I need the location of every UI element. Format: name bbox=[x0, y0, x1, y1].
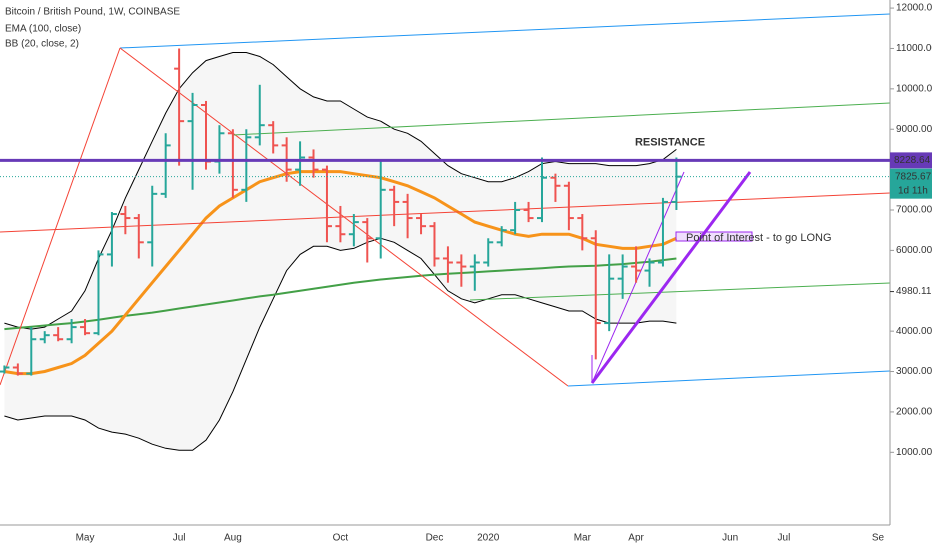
x-tick-label: Mar bbox=[574, 533, 592, 544]
x-tick-label: May bbox=[76, 533, 95, 544]
note-label: Point of Interest - to go LONG bbox=[686, 232, 832, 244]
y-tick-label: 9000.00 bbox=[896, 124, 932, 135]
y-tick-label: 11000.00 bbox=[896, 43, 932, 54]
price-tag-label: 8228.64 bbox=[894, 155, 931, 166]
y-tick-label: 12000.00 bbox=[896, 3, 932, 14]
x-tick-label: Aug bbox=[224, 533, 242, 544]
x-tick-label: Oct bbox=[333, 533, 349, 544]
support-line bbox=[590, 171, 752, 384]
resistance-label: RESISTANCE bbox=[635, 136, 705, 148]
x-tick-label: Dec bbox=[426, 533, 444, 544]
x-tick-label: Jul bbox=[173, 533, 186, 544]
y-tick-label: 2000.00 bbox=[896, 407, 932, 418]
chart-title: Bitcoin / British Pound, 1W, COINBASE bbox=[5, 7, 180, 18]
support-line bbox=[591, 171, 685, 384]
y-tick-label: 6000.00 bbox=[896, 245, 932, 256]
price-tag bbox=[890, 152, 932, 169]
price-tag-label: 7825.67 bbox=[895, 171, 932, 182]
basis-line bbox=[4, 170, 678, 376]
x-tick-label: Apr bbox=[628, 533, 644, 544]
x-tick-label: 2020 bbox=[477, 533, 500, 544]
x-tick-label: Se bbox=[872, 533, 885, 544]
y-tick-label: 4000.00 bbox=[896, 326, 932, 337]
x-tick-label: Jun bbox=[722, 533, 738, 544]
indicators bbox=[4, 52, 678, 451]
trend-line bbox=[0, 192, 891, 233]
band-fill bbox=[4, 53, 676, 451]
trend-line bbox=[567, 370, 891, 387]
band-line bbox=[4, 237, 677, 451]
ema-line bbox=[4, 257, 677, 331]
price-line-label: 4980.11 bbox=[896, 286, 932, 297]
price-tag bbox=[890, 168, 932, 199]
x-tick-label: Jul bbox=[778, 533, 791, 544]
band-line bbox=[4, 52, 677, 330]
y-tick-label: 3000.00 bbox=[896, 366, 932, 377]
trend-line bbox=[119, 13, 891, 49]
trend-line bbox=[469, 282, 891, 301]
legend-entry: BB (20, close, 2) bbox=[5, 39, 79, 50]
y-tick-label: 7000.00 bbox=[896, 205, 932, 216]
y-tick-label: 1000.00 bbox=[896, 447, 932, 458]
countdown-label: 1d 11h bbox=[898, 185, 928, 196]
trend-line bbox=[232, 102, 891, 136]
y-tick-label: 10000.00 bbox=[896, 83, 932, 94]
note-box bbox=[675, 231, 753, 242]
trend-line bbox=[0, 47, 121, 386]
legend-entry: EMA (100, close) bbox=[5, 24, 81, 35]
